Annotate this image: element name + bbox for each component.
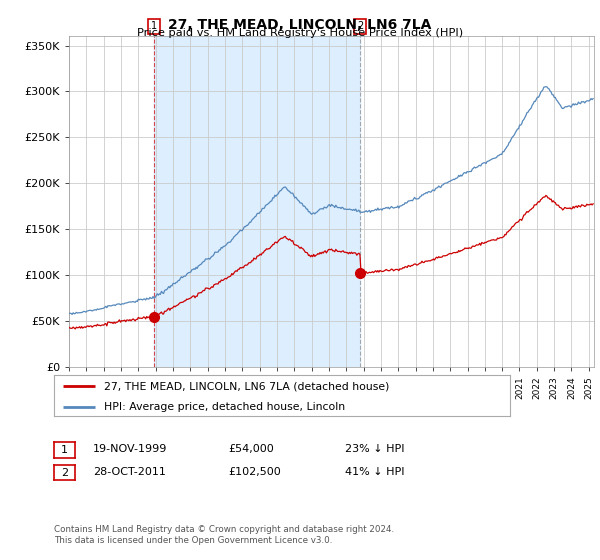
- Text: 2014: 2014: [394, 376, 403, 399]
- Text: 2023: 2023: [550, 376, 559, 399]
- Text: 2020: 2020: [497, 376, 506, 399]
- Text: 1998: 1998: [116, 376, 125, 399]
- Text: 2011: 2011: [342, 376, 351, 399]
- Text: Price paid vs. HM Land Registry's House Price Index (HPI): Price paid vs. HM Land Registry's House …: [137, 28, 463, 38]
- Text: 2000: 2000: [151, 376, 160, 399]
- Text: 1997: 1997: [99, 376, 108, 399]
- Text: 2017: 2017: [446, 376, 455, 399]
- Text: 19-NOV-1999: 19-NOV-1999: [93, 444, 167, 454]
- Text: 2022: 2022: [532, 376, 541, 399]
- Text: 41% ↓ HPI: 41% ↓ HPI: [345, 466, 404, 477]
- Text: 1: 1: [61, 445, 68, 455]
- Text: 1996: 1996: [82, 376, 91, 399]
- Text: 2004: 2004: [220, 376, 229, 399]
- Text: 1: 1: [151, 21, 157, 31]
- Text: HPI: Average price, detached house, Lincoln: HPI: Average price, detached house, Linc…: [104, 402, 345, 412]
- Text: Contains HM Land Registry data © Crown copyright and database right 2024.
This d: Contains HM Land Registry data © Crown c…: [54, 525, 394, 545]
- Text: 2002: 2002: [186, 376, 195, 399]
- Text: 23% ↓ HPI: 23% ↓ HPI: [345, 444, 404, 454]
- Text: 1995: 1995: [65, 376, 74, 399]
- Text: 2013: 2013: [376, 376, 385, 399]
- Text: 2021: 2021: [515, 376, 524, 399]
- Text: 2: 2: [358, 21, 364, 31]
- Text: 2009: 2009: [307, 376, 316, 399]
- Text: 2016: 2016: [428, 376, 437, 399]
- Text: 2005: 2005: [238, 376, 247, 399]
- Text: 2006: 2006: [255, 376, 264, 399]
- Text: 2008: 2008: [290, 376, 299, 399]
- Text: 2001: 2001: [169, 376, 178, 399]
- Text: 2003: 2003: [203, 376, 212, 399]
- Text: 1999: 1999: [134, 376, 143, 399]
- Text: 2018: 2018: [463, 376, 472, 399]
- Text: 27, THE MEAD, LINCOLN, LN6 7LA (detached house): 27, THE MEAD, LINCOLN, LN6 7LA (detached…: [104, 381, 389, 391]
- Text: £102,500: £102,500: [228, 466, 281, 477]
- Text: 2024: 2024: [567, 376, 576, 399]
- Text: 2012: 2012: [359, 376, 368, 399]
- Text: 2025: 2025: [584, 376, 593, 399]
- Bar: [154, 36, 361, 367]
- Text: 27, THE MEAD, LINCOLN, LN6 7LA: 27, THE MEAD, LINCOLN, LN6 7LA: [169, 18, 431, 32]
- Text: 2019: 2019: [481, 376, 490, 399]
- Text: £54,000: £54,000: [228, 444, 274, 454]
- Text: 2: 2: [61, 468, 68, 478]
- Text: 28-OCT-2011: 28-OCT-2011: [93, 466, 166, 477]
- Text: 2015: 2015: [411, 376, 420, 399]
- Text: 2010: 2010: [325, 376, 334, 399]
- Text: 2007: 2007: [272, 376, 281, 399]
